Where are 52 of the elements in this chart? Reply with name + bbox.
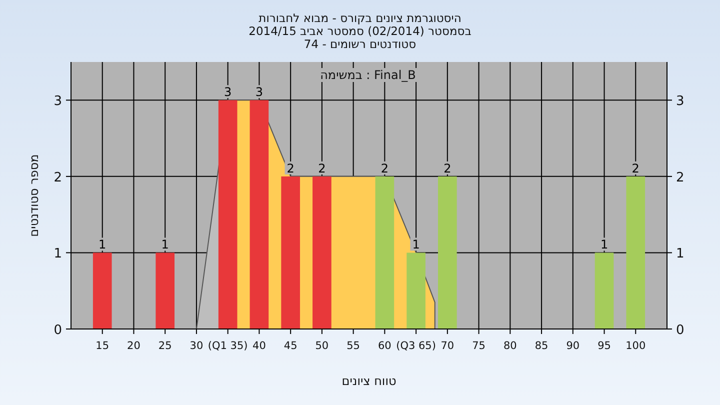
x-tick-label: 15 [96,340,110,352]
data-label: 3 [224,85,232,100]
x-tick-label: 45 [284,340,298,352]
y-tick-label: 2 [54,170,62,186]
data-label: 2 [286,161,294,176]
x-tick-label: 60 [378,340,392,352]
y-tick-label: 1 [54,246,62,262]
data-label: 1 [412,238,420,252]
y-tick-label: 3 [54,94,62,110]
chart-title: היסטוגרמת ציונים בקורס - מבוא לחבורות בסמסטר (02/2014) סמסטר אביב 2014/15 סטודנטים רשומים - 74 [248,11,472,51]
data-label: 1 [98,238,106,252]
bar [406,252,426,329]
data-label: 3 [255,85,264,100]
data-label: 2 [444,161,452,176]
x-tick-label: 75 [472,340,486,352]
x-tick-label: 100 [626,340,646,352]
bar [92,252,112,329]
bar [218,100,238,329]
x-tick-label: (Q3 65) [396,340,436,352]
bar [594,252,614,329]
y-tick-label: 0 [54,323,62,338]
y2-tick-label: 1 [676,246,684,262]
x-tick-label: 50 [315,340,329,352]
bar [312,176,332,329]
x-tick-label: 55 [346,340,360,352]
x-tick-label: 85 [534,340,548,352]
data-label: 2 [632,161,640,176]
x-tick-label: 40 [252,340,266,352]
data-label: 2 [380,161,389,176]
y2-tick-label: 0 [676,323,684,338]
data-label: 1 [600,238,608,252]
x-tick-label: 95 [598,340,611,352]
x-tick-label: (Q1 35) [208,340,248,352]
y2-tick-label: 2 [676,170,684,186]
bar [156,252,175,329]
x-axis-title: טווח ציונים [342,374,396,388]
y-axis-title: מספר סטודנטים [27,154,41,237]
x-tick-label: 90 [566,340,580,352]
annotation: במשימה : Final_B [320,68,416,82]
y2-tick-label: 3 [676,94,684,110]
x-tick-label: 80 [503,340,517,352]
bar [626,176,646,329]
x-tick-label: 25 [158,340,172,352]
bar [438,176,457,329]
x-tick-label: 30 [190,340,204,352]
x-tick-label: 70 [440,340,454,352]
data-label: 1 [161,238,169,252]
bar [375,176,394,329]
data-label: 2 [318,161,326,176]
bar [250,100,269,329]
x-tick-label: 20 [127,340,140,352]
bar [281,176,300,329]
